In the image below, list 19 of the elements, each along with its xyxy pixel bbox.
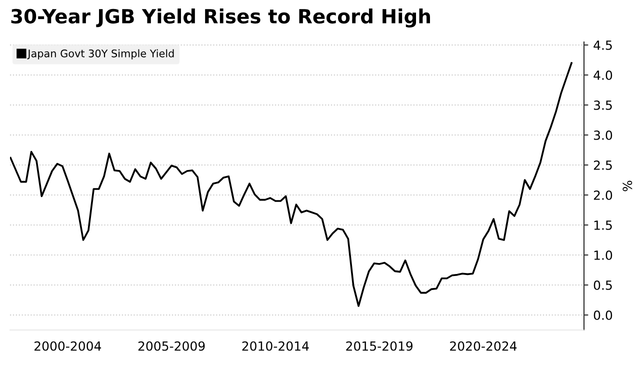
y-tick-label: 4.0 (594, 70, 612, 80)
y-tick-label: 3.5 (594, 100, 612, 110)
y-tick-label: 0.5 (594, 280, 612, 290)
chart-title: 30-Year JGB Yield Rises to Record High (11, 8, 430, 28)
x-tick-label: 2020-2024 (450, 341, 517, 351)
x-tick-label: 2010-2014 (242, 341, 309, 351)
y-tick-label: 4.5 (594, 40, 612, 50)
legend-label: Japan Govt 30Y Simple Yield (27, 49, 174, 60)
y-axis-title: % (622, 180, 632, 192)
y-tick-label: 1.0 (594, 250, 612, 260)
x-tick-label: 2015-2019 (346, 341, 413, 351)
y-tick-label: 2.0 (594, 190, 612, 200)
y-tick-label: 1.5 (594, 220, 612, 230)
y-tick-label: 0.0 (594, 310, 612, 320)
x-tick-label: 2005-2009 (138, 341, 205, 351)
y-tick-label: 2.5 (594, 160, 612, 170)
x-tick-label: 2000-2004 (34, 341, 102, 351)
line-series (10, 62, 572, 307)
y-tick-label: 3.0 (594, 130, 612, 140)
